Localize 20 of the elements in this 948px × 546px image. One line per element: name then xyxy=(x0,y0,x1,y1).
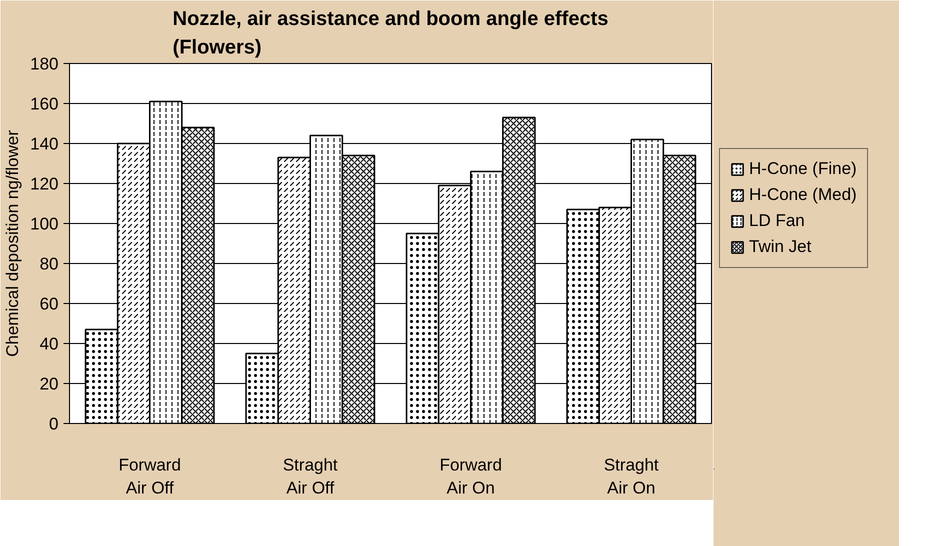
legend-label: H-Cone (Med) xyxy=(749,185,857,205)
y-tick-label: 20 xyxy=(40,374,59,394)
y-tick-label: 120 xyxy=(30,174,59,194)
y-tick-label: 160 xyxy=(30,94,59,114)
y-tick-label: 100 xyxy=(30,214,59,234)
y-tick-label: 140 xyxy=(30,134,59,154)
y-tick-label: 60 xyxy=(40,294,59,314)
x-tick-label: Forward Air Off xyxy=(118,456,181,498)
legend-label: LD Fan xyxy=(749,211,805,231)
y-axis-title: Chemical deposition ng/flower xyxy=(3,130,22,357)
x-tick-label: Forward Air On xyxy=(440,456,502,498)
legend-label: H-Cone (Fine) xyxy=(749,159,857,179)
y-tick-label: 40 xyxy=(40,334,59,354)
legend-label: Twin Jet xyxy=(749,237,812,257)
chart-title: Nozzle, air assistance and boom angle effects (Flowers) xyxy=(172,8,608,58)
y-tick-label: 80 xyxy=(40,254,59,274)
x-tick-label: Straght Air Off xyxy=(282,456,338,498)
x-tick-label: Straght Air On xyxy=(604,456,659,498)
y-tick-label: 0 xyxy=(49,414,59,434)
y-tick-label: 180 xyxy=(30,54,59,74)
